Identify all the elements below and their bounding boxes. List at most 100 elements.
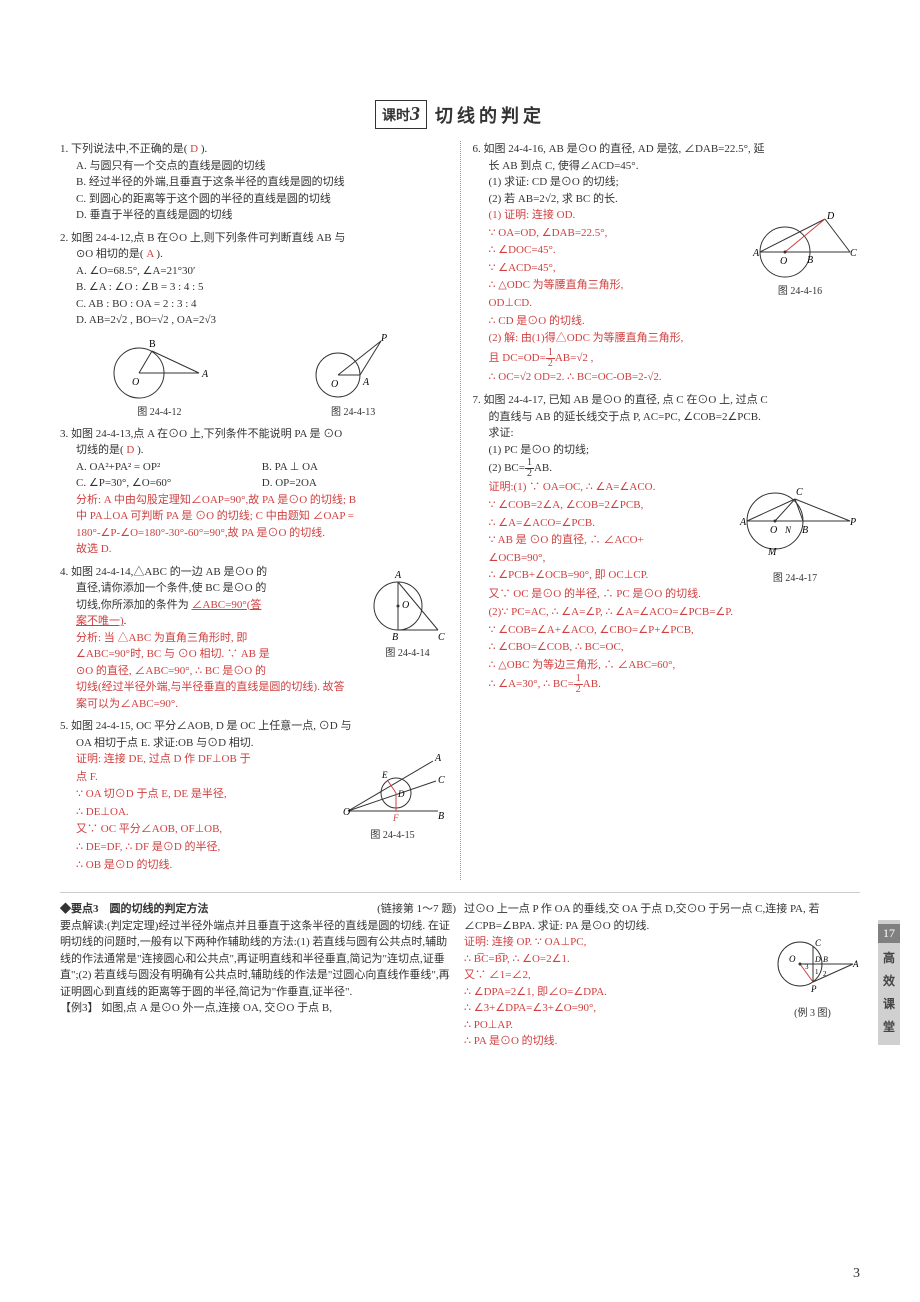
p2-opt-a: A. ∠O=68.5°, ∠A=21°30′: [60, 263, 448, 280]
p2-answer: A: [146, 248, 153, 260]
p7-stem2: 的直线与 AB 的延长线交于点 P, AC=PC, ∠COB=2∠PCB.: [473, 409, 861, 426]
svg-text:D: D: [814, 955, 821, 964]
svg-text:P: P: [380, 333, 387, 344]
fig12-caption: 图 24-4-12: [104, 405, 214, 420]
fig12-svg: B O A: [104, 333, 214, 403]
p1-opt-a: A. 与圆只有一个交点的直线是圆的切线: [60, 158, 448, 175]
figure-14: A O B C 图 24-4-14: [368, 564, 448, 661]
fig16-svg: A O B C D: [740, 207, 860, 282]
svg-text:E: E: [381, 770, 388, 780]
svg-text:A: A: [852, 959, 859, 969]
page-title: 切线的判定: [435, 102, 545, 128]
svg-text:O: O: [331, 379, 338, 390]
p6-stem1: 6. 如图 24-4-16, AB 是⊙O 的直径, AD 是弦, ∠DAB=2…: [473, 141, 861, 158]
summary-left: ◆要点3 圆的切线的判定方法 (链接第 1～7 题) 要点解读:(判定定理)经过…: [60, 901, 456, 1050]
lesson-box: 课时3: [375, 100, 427, 129]
ex3-svg: O C D B A P 3 1 2: [765, 934, 860, 1004]
figure-12: B O A 图 24-4-12: [104, 333, 214, 420]
lesson-num: 3: [410, 103, 420, 125]
fig15-caption: 图 24-4-15: [338, 828, 448, 843]
sidebar-c1: 高: [878, 949, 900, 966]
problem-3: 3. 如图 24-4-13,点 A 在⊙O 上,下列条件不能说明 PA 是 ⊙O…: [60, 426, 448, 558]
sidebar-c2: 效: [878, 972, 900, 989]
svg-text:C: C: [438, 775, 445, 786]
p3-an3: 180°-∠P-∠O=180°-30°-60°=90°,故 PA 是⊙O 的切线…: [60, 525, 448, 542]
example3-figure: O C D B A P 3 1 2 (例 3 图): [765, 934, 860, 1021]
left-column: 1. 下列说法中,不正确的是( D ). A. 与圆只有一个交点的直线是圆的切线…: [60, 141, 448, 880]
p3-stem-end: ).: [137, 444, 143, 456]
p5-stem2: OA 相切于点 E. 求证:OB 与⊙D 相切.: [60, 735, 448, 752]
p2-stem1: 2. 如图 24-4-12,点 B 在⊙O 上,则下列条件可判断直线 AB 与: [60, 230, 448, 247]
p6-s2: 且 DC=OD=12AB=√2 ,: [473, 348, 861, 369]
svg-text:A: A: [434, 753, 442, 764]
svg-text:P: P: [849, 517, 856, 528]
figure-15: O A C B D E F 图 24-4-15: [338, 751, 448, 843]
svg-text:O: O: [780, 256, 787, 267]
svg-text:M: M: [767, 547, 777, 558]
svg-text:1: 1: [815, 968, 819, 976]
p2-opt-b: B. ∠A : ∠O : ∠B = 3 : 4 : 5: [60, 279, 448, 296]
problem-4: A O B C 图 24-4-14 4. 如图 24-4-14,△ABC 的一边…: [60, 564, 448, 713]
p7-pf9: ∵ ∠COB=∠A+∠ACO, ∠CBO=∠P+∠PCB,: [473, 622, 861, 640]
column-divider: [460, 141, 461, 880]
sidebar-c3: 课: [878, 995, 900, 1012]
svg-text:B: B: [392, 632, 398, 643]
svg-text:C: C: [796, 487, 803, 498]
sidebar-page-num: 17: [878, 924, 900, 943]
p3-an4: 故选 D.: [60, 541, 448, 558]
svg-text:B: B: [807, 255, 813, 266]
problem-2: 2. 如图 24-4-12,点 B 在⊙O 上,则下列条件可判断直线 AB 与 …: [60, 230, 448, 420]
fig17-svg: A O N B P C M: [730, 479, 860, 569]
svg-text:2: 2: [823, 970, 827, 978]
svg-text:O: O: [402, 600, 409, 611]
page-header: 课时3 切线的判定: [60, 100, 860, 129]
svg-text:B: B: [149, 339, 156, 350]
p2-stem2: ⊙O 相切的是(: [76, 248, 144, 260]
fig15-svg: O A C B D E F: [338, 751, 448, 826]
p3-opt-c: C. ∠P=30°, ∠O=60°: [76, 475, 262, 492]
p1-answer: D: [190, 143, 198, 155]
p7-stem1: 7. 如图 24-4-17, 已知 AB 是⊙O 的直径, 点 C 在⊙O 上,…: [473, 392, 861, 409]
p4-an3: ⊙O 的直径, ∠ABC=90°, ∴ BC 是⊙O 的: [60, 663, 448, 680]
summary-box: ◆要点3 圆的切线的判定方法 (链接第 1～7 题) 要点解读:(判定定理)经过…: [60, 892, 860, 1050]
p1-stem-end: ).: [201, 143, 207, 155]
p7-pf11: ∴ △OBC 为等边三角形, ∴ ∠ABC=60°,: [473, 657, 861, 675]
p7-pf8: (2)∵ PC=AC, ∴ ∠A=∠P, ∴ ∠A=∠ACO=∠PCB=∠P.: [473, 604, 861, 622]
page-number: 3: [853, 1266, 860, 1282]
figure-13: P O A 图 24-4-13: [303, 333, 403, 420]
svg-text:N: N: [784, 525, 792, 535]
fig13-caption: 图 24-4-13: [303, 405, 403, 420]
p7-pf7: 又∵ OC 是⊙O 的半径, ∴ PC 是⊙O 的切线.: [473, 586, 861, 604]
figure-16: A O B C D 图 24-4-16: [740, 207, 860, 299]
p3-opt-b: B. PA ⊥ OA: [262, 459, 448, 476]
fig17-caption: 图 24-4-17: [730, 571, 860, 586]
fig16-caption: 图 24-4-16: [740, 284, 860, 299]
p1-stem: 1. 下列说法中,不正确的是(: [60, 143, 187, 155]
p6-s1: (2) 解: 由(1)得△ODC 为等腰直角三角形,: [473, 330, 861, 348]
summary-right: 过⊙O 上一点 P 作 OA 的垂线,交 OA 于点 D,交⊙O 于另一点 C,…: [464, 901, 860, 1050]
p3-stem2: 切线的是(: [76, 444, 124, 456]
p4-an5: 案可以为∠ABC=90°.: [60, 696, 448, 713]
problem-1: 1. 下列说法中,不正确的是( D ). A. 与圆只有一个交点的直线是圆的切线…: [60, 141, 448, 224]
fig13-svg: P O A: [303, 333, 403, 403]
svg-text:B: B: [802, 525, 808, 536]
svg-text:C: C: [438, 632, 445, 643]
svg-text:B: B: [438, 811, 444, 822]
right-column: 6. 如图 24-4-16, AB 是⊙O 的直径, AD 是弦, ∠DAB=2…: [473, 141, 861, 880]
ex3-pf7: ∴ PA 是⊙O 的切线.: [464, 1033, 860, 1050]
p6-q2: (2) 若 AB=2√2, 求 BC 的长.: [473, 191, 861, 208]
summary-title: ◆要点3 圆的切线的判定方法: [60, 903, 209, 915]
svg-text:3: 3: [805, 963, 809, 971]
svg-text:B: B: [823, 955, 828, 964]
p7-stem3: 求证:: [473, 425, 861, 442]
p7-q2: (2) BC=12AB.: [473, 458, 861, 479]
problem-5: 5. 如图 24-4-15, OC 平分∠AOB, D 是 OC 上任意一点, …: [60, 718, 448, 874]
p2-opt-d: D. AB=2√2 , BO=√2 , OA=2√3: [60, 312, 448, 329]
p3-stem1: 3. 如图 24-4-13,点 A 在⊙O 上,下列条件不能说明 PA 是 ⊙O: [60, 426, 448, 443]
p7-pf10: ∴ ∠CBO=∠COB, ∴ BC=OC,: [473, 639, 861, 657]
svg-text:C: C: [815, 938, 822, 948]
lesson-label: 课时: [382, 109, 410, 124]
p1-opt-b: B. 经过半径的外端,且垂直于这条半径的直线是圆的切线: [60, 174, 448, 191]
p7-pf12: ∴ ∠A=30°, ∴ BC=12AB.: [473, 674, 861, 695]
p1-opt-c: C. 到圆心的距离等于这个圆的半径的直线是圆的切线: [60, 191, 448, 208]
